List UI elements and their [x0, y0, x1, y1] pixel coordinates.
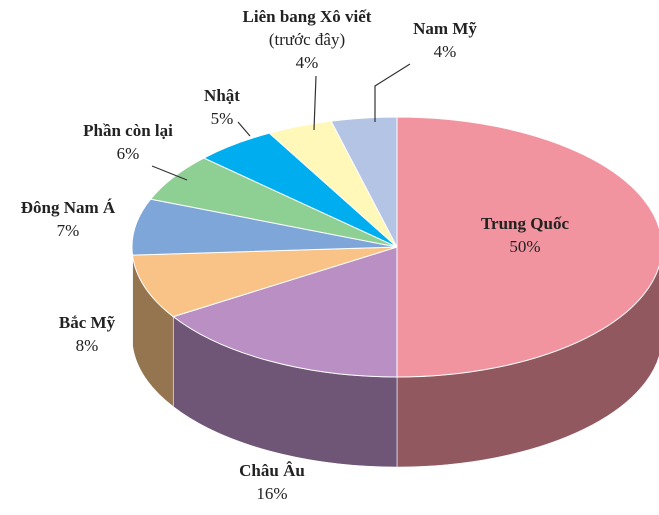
slice-label: Liên bang Xô viết: [243, 7, 372, 26]
slice-value-label: 8%: [76, 336, 99, 355]
slice-label: Bắc Mỹ: [59, 313, 116, 332]
pie-slice: [131, 198, 398, 256]
slice-label: Trung Quốc: [481, 214, 569, 233]
pie-side: [131, 246, 133, 346]
leader-line: [313, 75, 317, 131]
slice-value-label: 7%: [57, 221, 80, 240]
slice-label: Đông Nam Á: [21, 198, 116, 217]
pie: [131, 116, 659, 468]
pie-slice: [172, 246, 398, 378]
slice-value-label: 6%: [117, 144, 140, 163]
slice-value-label: 4%: [434, 42, 457, 61]
slice-value-label: 16%: [256, 484, 287, 503]
slice-value-label: 5%: [211, 109, 234, 128]
leader-line: [151, 165, 188, 181]
slice-label: Phần còn lại: [83, 121, 173, 140]
slice-value-label: 50%: [509, 237, 540, 256]
pie-slice: [396, 116, 659, 378]
leader-line: [237, 121, 251, 137]
leader-lines: [151, 63, 411, 181]
slice-label: Châu Âu: [239, 461, 305, 480]
slice-note: (trước đây): [269, 30, 345, 49]
pie-slice: [131, 246, 398, 318]
slice-value-label: 4%: [296, 53, 319, 72]
slice-label: Nhật: [204, 86, 240, 105]
leader-line: [374, 63, 411, 122]
slice-label: Nam Mỹ: [413, 19, 477, 38]
pie-slice: [330, 116, 398, 248]
